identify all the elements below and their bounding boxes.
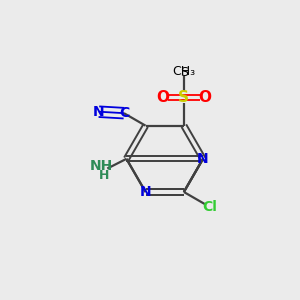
Text: C: C: [119, 106, 129, 120]
Text: S: S: [178, 90, 189, 105]
Text: O: O: [156, 90, 169, 105]
Text: CH₃: CH₃: [172, 65, 195, 78]
Text: S: S: [180, 66, 188, 79]
Text: N: N: [197, 152, 209, 166]
Text: H: H: [99, 169, 110, 182]
Text: N: N: [93, 105, 105, 119]
Text: NH: NH: [90, 159, 113, 173]
Text: O: O: [199, 90, 212, 105]
Text: N: N: [140, 185, 152, 199]
Text: Cl: Cl: [202, 200, 217, 214]
